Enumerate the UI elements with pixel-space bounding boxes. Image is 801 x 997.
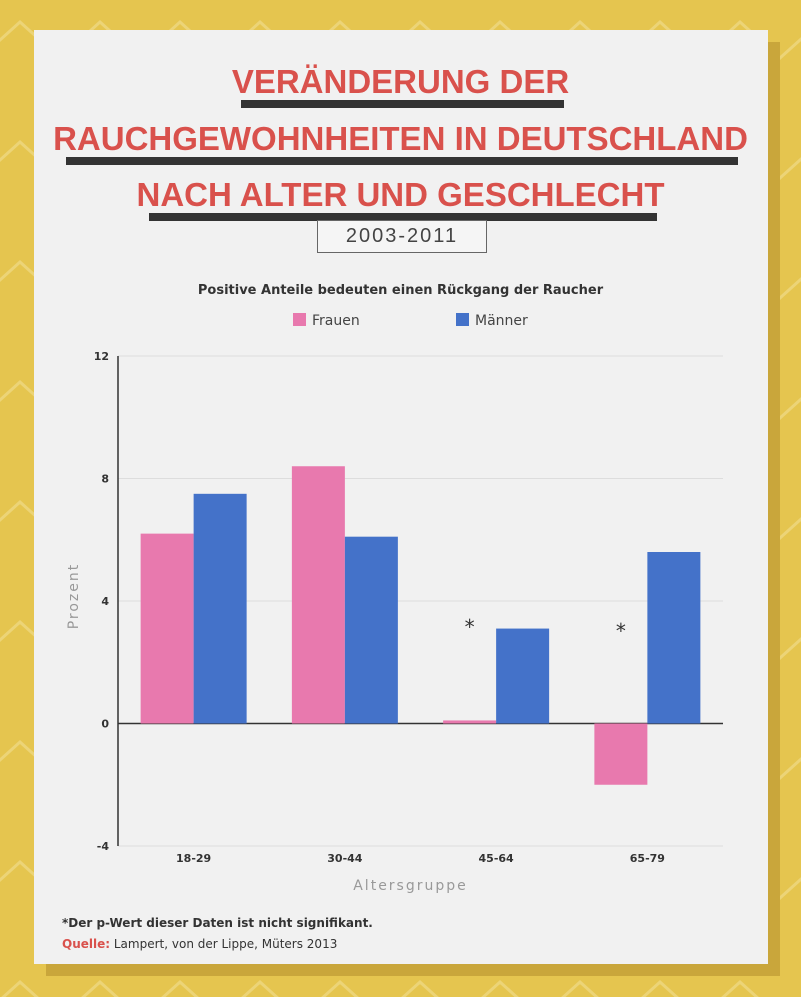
x-tick-label: 30-44	[327, 852, 363, 865]
chart-subtitle: Positive Anteile bedeuten einen Rückgang…	[197, 283, 604, 298]
title-line-2: RAUCHGEWOHNHEITEN IN DEUTSCHLAND	[53, 120, 748, 157]
legend-label-frauen: Frauen	[312, 313, 360, 329]
y-tick-label: 4	[101, 595, 109, 608]
source-text: Lampert, von der Lippe, Müters 2013	[113, 937, 338, 951]
legend-item-frauen: Frauen	[293, 312, 360, 330]
infographic-card	[34, 30, 768, 964]
bar-maenner-65-79	[647, 552, 701, 724]
bar-frauen-65-79	[594, 723, 648, 785]
footnote: *Der p-Wert dieser Daten ist nicht signi…	[62, 916, 373, 930]
legend-swatch-frauen	[293, 313, 306, 326]
year-range-badge: 2003-2011	[317, 220, 487, 253]
x-axis-title: Altersgruppe	[353, 878, 468, 894]
x-tick-label: 18-29	[176, 852, 211, 865]
y-tick-label: -4	[97, 840, 110, 853]
y-tick-label: 12	[94, 350, 109, 363]
significance-asterisk: *	[465, 615, 475, 639]
title-line-1: VERÄNDERUNG DER	[231, 63, 570, 100]
legend-label-maenner: Männer	[475, 313, 528, 329]
y-tick-label: 0	[101, 718, 109, 731]
legend-swatch-maenner	[456, 313, 469, 326]
y-tick-label: 8	[101, 473, 109, 486]
bar-maenner-18-29	[193, 493, 247, 724]
source-line: Quelle: Lampert, von der Lippe, Müters 2…	[62, 937, 337, 951]
bar-frauen-30-44	[291, 466, 345, 724]
title-underline-3	[149, 213, 657, 221]
title-underline-2	[66, 157, 738, 165]
significance-asterisk: *	[616, 619, 626, 643]
legend-item-maenner: Männer	[456, 312, 528, 330]
y-axis-title: Prozent	[66, 563, 82, 630]
x-tick-label: 45-64	[479, 852, 515, 865]
title-line-3: NACH ALTER UND GESCHLECHT	[136, 176, 665, 213]
source-label: Quelle:	[62, 937, 111, 951]
bar-maenner-30-44	[344, 536, 398, 724]
bar-frauen-18-29	[140, 533, 194, 724]
bar-maenner-45-64	[496, 628, 550, 724]
bar-frauen-45-64	[443, 720, 497, 724]
title-underline-1	[241, 100, 564, 108]
x-tick-label: 65-79	[630, 852, 665, 865]
